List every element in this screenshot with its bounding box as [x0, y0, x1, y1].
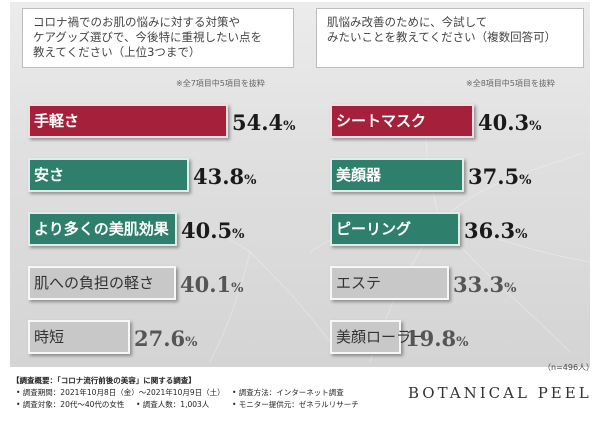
left-question-box: コロナ禍でのお肌の悩みに対する対策や ケアグッズ選びで、今後特に重視したい点を …: [22, 8, 294, 68]
left-question-line: 教えてください（上位3つまで）: [33, 45, 201, 59]
right-bar-value: 37.5%: [468, 164, 532, 189]
left-bar-label: より多くの美肌効果: [34, 220, 169, 238]
survey-title: 【調査概要：「コロナ流行前後の美容」に関する調査】: [12, 376, 196, 385]
survey-provider: • モニター提供元：ゼネラルリサーチ: [232, 400, 359, 409]
left-bar: [28, 104, 228, 138]
left-bar-label: 肌への負担の軽さ: [34, 274, 155, 292]
left-bar-value: 40.5%: [181, 218, 245, 243]
right-bar-value: 19.8%: [405, 326, 469, 351]
right-bar-label: 美顔器: [336, 166, 382, 184]
right-bar-value: 36.3%: [464, 218, 528, 243]
sample-size: （n=496人）: [543, 363, 595, 372]
right-bar-label: 美顔ローラー: [336, 328, 427, 346]
left-bar-value: 43.8%: [193, 164, 257, 189]
left-note: ※全7項目中5項目を抜粋: [176, 79, 265, 88]
survey-period: • 調査期間：2021年10月8日（金）〜2021年10月9日（土）: [16, 388, 225, 397]
right-question-line: 肌悩み改善のために、今試して: [327, 15, 488, 29]
survey-respondents: • 調査人数：1,003人: [136, 400, 210, 409]
right-question-line: みたいことを教えてください（複数回答可）: [327, 30, 557, 44]
right-bar-label: シートマスク: [336, 112, 427, 130]
survey-footer: 【調査概要：「コロナ流行前後の美容」に関する調査】 • 調査期間：2021年10…: [12, 373, 592, 421]
left-bar-label: 安さ: [34, 166, 65, 184]
brand-logo-text: BOTANICAL PEEL: [408, 384, 592, 402]
right-bar-value: 40.3%: [478, 110, 542, 135]
left-bar-value: 54.4%: [232, 110, 296, 135]
right-bar: [330, 158, 464, 192]
right-bar: [330, 212, 460, 246]
left-bar-value: 27.6%: [134, 326, 198, 351]
left-bar: [28, 158, 189, 192]
right-bar: [330, 104, 474, 138]
left-bar-label: 時短: [34, 328, 65, 346]
left-question-line: コロナ禍でのお肌の悩みに対する対策や: [33, 15, 240, 29]
right-question-box: 肌悩み改善のために、今試して みたいことを教えてください（複数回答可）: [316, 8, 584, 68]
survey-target: • 調査対象：20代〜40代の女性: [16, 400, 125, 409]
right-bar-value: 33.3%: [453, 272, 517, 297]
survey-method: • 調査方法：インターネット調査: [232, 388, 344, 397]
left-bar-label: 手軽さ: [34, 112, 80, 130]
left-bar: [28, 320, 130, 354]
right-bar: [330, 320, 401, 354]
right-bar-label: ピーリング: [336, 220, 412, 238]
right-note: ※全8項目中5項目を抜粋: [466, 79, 555, 88]
left-bar-value: 40.1%: [180, 272, 244, 297]
right-bar: [330, 266, 449, 300]
left-question-line: ケアグッズ選びで、今後特に重視したい点を: [33, 30, 262, 44]
left-bar: [28, 212, 177, 246]
right-bar-label: エステ: [336, 274, 382, 292]
left-bar: [28, 266, 176, 300]
